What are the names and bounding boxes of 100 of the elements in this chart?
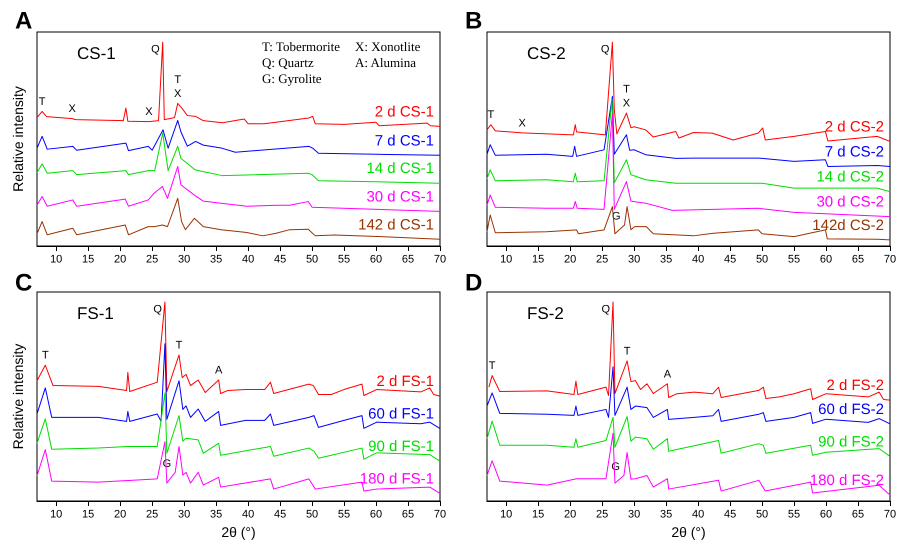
x-tick-label: 40 [692,508,704,520]
series-label: 14 d CS-2 [816,168,884,186]
series-label: 90 d FS-2 [818,433,884,450]
x-tick-label: 70 [434,254,446,266]
x-tick-label: 20 [114,508,126,520]
x-tick-label: 35 [210,254,222,266]
series-label: 2 d FS-2 [826,377,884,394]
chart-title: C [15,270,32,296]
series-label: 30 d CS-2 [816,194,884,211]
x-tick-label: 30 [628,508,640,520]
x-tick-label: 25 [146,254,158,266]
annotation: T [176,339,183,352]
series-label: 2 d FS-1 [376,373,434,390]
x-tick-label: 35 [210,508,222,520]
x-tick-label: 20 [564,254,576,266]
annotation: Q [151,44,160,56]
x-tick-label: 70 [884,508,896,520]
annotation: X: Xonotlite [355,39,421,54]
x-tick-label: 15 [82,508,94,520]
x-tick-label: 25 [596,254,608,266]
annotation: T: Tobermorite [262,39,340,54]
x-tick-label: 60 [370,508,382,520]
series-label: 180 d FS-2 [810,472,884,490]
annotation: A [215,364,223,376]
series-label: 90 d FS-1 [368,438,434,456]
x-tick-label: 45 [724,254,736,266]
x-tick-label: 30 [178,508,190,520]
x-tick-label: 25 [596,508,608,520]
x-tick-label: 10 [500,254,512,266]
x-tick-label: 55 [788,508,800,520]
chart-subtitle: FS-2 [527,304,564,323]
x-tick-label: 65 [402,254,414,266]
series-label: 60 d FS-2 [818,400,884,418]
x-tick-label: 50 [306,254,318,266]
annotation: T [38,96,46,108]
x-tick-label: 40 [692,254,704,266]
y-axis-title: Relative intensity [10,344,26,450]
x-tick-label: 10 [500,508,512,520]
x-tick-label: 55 [788,254,800,266]
x-tick-label: 50 [756,254,768,266]
x-tick-label: 15 [82,254,94,266]
x-tick-label: 50 [756,508,768,520]
x-tick-label: 10 [50,508,62,520]
annotation: A [664,368,672,380]
series-label: 142 d CS-1 [358,216,434,234]
y-axis-title: Relative intensity [10,86,26,192]
annotation: A: Alumina [355,55,416,70]
chart-title: B [465,8,482,34]
annotation: T [487,109,494,122]
chart-subtitle: CS-2 [527,44,566,63]
x-tick-label: 60 [370,254,382,266]
series-label: 30 d CS-1 [366,188,434,206]
chart-subtitle: CS-1 [77,44,116,63]
annotation: X [68,103,77,116]
annotation: Q [153,303,162,316]
annotation: T [488,360,496,372]
x-tick-label: 40 [242,254,254,266]
chart-title: D [465,270,482,296]
annotation: X [622,98,631,110]
annotation: T [42,350,49,362]
x-tick-label: 55 [338,254,350,266]
x-tick-label: 70 [434,508,446,520]
x-tick-label: 70 [884,254,896,266]
x-tick-label: 30 [178,254,190,266]
annotation: X [145,106,154,118]
x-tick-label: 20 [564,508,576,520]
annotation: Q [600,44,610,56]
chart-subtitle: FS-1 [77,304,114,323]
x-tick-label: 15 [532,508,544,520]
x-axis-title: 2θ (°) [671,524,706,540]
x-tick-label: 45 [724,508,736,520]
annotation: X [518,117,527,130]
annotation: T [623,84,630,96]
annotation: T [174,74,182,86]
series-label: 142d CS-2 [812,216,884,234]
x-tick-label: 50 [306,508,318,520]
series-label: 7 d CS-2 [824,144,884,161]
annotation: X [174,88,182,100]
x-tick-label: 65 [852,254,864,266]
series-label: 2 d CS-1 [374,103,434,120]
x-tick-label: 35 [660,508,672,520]
x-tick-label: 55 [338,508,350,520]
x-tick-label: 65 [402,508,414,520]
x-tick-label: 40 [242,508,254,520]
x-tick-label: 15 [532,254,544,266]
annotation: T [624,345,631,358]
annotation: Q [601,303,610,316]
x-tick-label: 60 [820,254,832,266]
annotation: G: Gyrolite [262,71,322,86]
series-label: 2 d CS-2 [824,118,884,136]
annotation: Q: Quartz [262,55,314,70]
x-tick-label: 10 [50,254,62,266]
series-label: 14 d CS-1 [366,160,434,178]
x-tick-label: 25 [146,508,158,520]
series-label: 180 d FS-1 [360,470,434,488]
x-tick-label: 45 [274,508,286,520]
series-label: 60 d FS-1 [368,406,434,423]
series-label: 7 d CS-1 [374,132,434,150]
x-tick-label: 60 [820,508,832,520]
x-tick-label: 20 [114,254,126,266]
